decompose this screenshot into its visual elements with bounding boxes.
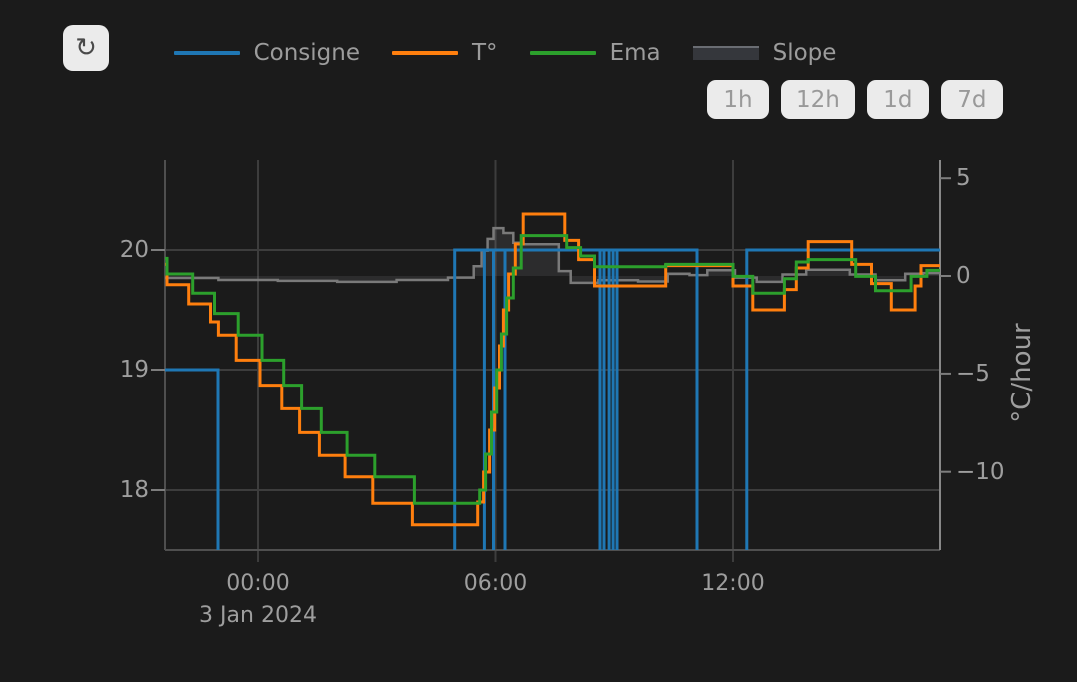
slope-series xyxy=(165,226,940,285)
y-left-tick-label: 19 xyxy=(119,357,149,383)
range-button-1d[interactable]: 1d xyxy=(866,80,929,119)
range-button-7d[interactable]: 7d xyxy=(940,80,1003,119)
range-buttons: 1h 12h 1d 7d xyxy=(707,80,1003,119)
y-right-tick-label: 5 xyxy=(956,165,971,192)
temperature-series xyxy=(165,212,940,527)
x-tick-label: 06:00 xyxy=(463,571,528,596)
legend-item-ema[interactable]: Ema xyxy=(529,40,661,66)
range-button-12h[interactable]: 12h xyxy=(781,80,855,119)
x-tick-label: 00:00 xyxy=(226,571,290,596)
y-left-tick-label: 18 xyxy=(119,477,149,503)
consigne-series xyxy=(165,368,220,550)
legend-label: Ema xyxy=(609,40,661,66)
legend-item-temperature[interactable]: T° xyxy=(392,40,498,66)
legend-label: Consigne xyxy=(253,40,360,66)
consigne-series xyxy=(453,248,699,550)
legend-item-consigne[interactable]: Consigne xyxy=(173,40,360,66)
slope-area-swatch-icon xyxy=(692,46,759,60)
refresh-button[interactable]: ↻ xyxy=(63,25,109,71)
legend-label: Slope xyxy=(772,40,837,66)
x-tick-label: 12:00 xyxy=(701,571,765,596)
legend-item-slope[interactable]: Slope xyxy=(692,40,837,66)
range-button-1h[interactable]: 1h xyxy=(707,80,769,119)
ema-series xyxy=(165,234,940,505)
legend-label: T° xyxy=(472,40,498,66)
y-right-tick-label: −10 xyxy=(956,458,1005,485)
consigne-series xyxy=(745,248,940,550)
consigne-line-swatch-icon xyxy=(173,51,240,55)
y-right-tick-label: −5 xyxy=(956,360,990,387)
y-left-tick-label: 20 xyxy=(119,237,149,263)
refresh-icon: ↻ xyxy=(75,33,97,63)
legend: Consigne T° Ema Slope xyxy=(0,38,1010,68)
y-right-tick-label: 0 xyxy=(956,263,971,289)
temperature-line-swatch-icon xyxy=(392,51,458,55)
ema-line-swatch-icon xyxy=(529,51,596,55)
x-axis-date-label: 3 Jan 2024 xyxy=(199,603,317,628)
right-axis-title: °C/hour xyxy=(1007,323,1037,423)
slope-series-fill xyxy=(165,228,940,283)
